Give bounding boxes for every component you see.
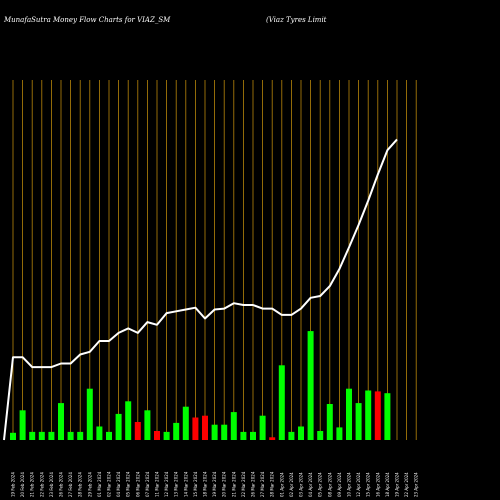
money-flow-bar [115, 413, 122, 440]
x-tick-label: 20 Feb 2024 [20, 472, 25, 497]
money-flow-bar [202, 415, 208, 440]
x-tick-label: 21 Mar 2024 [231, 471, 236, 497]
x-tick-label: 15 Mar 2024 [193, 471, 198, 497]
money-flow-bar [384, 393, 391, 440]
x-tick-label: 12 Apr 2024 [356, 472, 361, 497]
money-flow-bar [336, 427, 343, 440]
money-flow-bar [288, 431, 295, 440]
x-tick-label: 28 Feb 2024 [78, 472, 83, 497]
x-tick-label: 18 Mar 2024 [203, 471, 208, 497]
x-tick-label: 21 Feb 2024 [30, 472, 35, 497]
money-flow-bar [173, 422, 180, 440]
money-flow-bar [240, 431, 247, 440]
x-tick-label: 16 Apr 2024 [375, 472, 380, 497]
x-tick-label: 22 Apr 2024 [404, 472, 409, 497]
money-flow-bar [221, 424, 228, 440]
chart-title: MunafaSutra Money Flow Charts for VIAZ_S… [3, 16, 171, 24]
money-flow-bar [278, 365, 285, 440]
x-tick-label: 05 Mar 2024 [126, 471, 131, 497]
x-tick-label: 29 Feb 2024 [87, 472, 92, 497]
money-flow-bar [10, 432, 16, 440]
money-flow-bar [67, 431, 74, 440]
x-tick-label: 04 Apr 2024 [308, 472, 313, 497]
x-tick-label: 11 Mar 2024 [155, 471, 160, 497]
money-flow-bar [259, 415, 266, 440]
x-tick-label: 27 Mar 2024 [260, 471, 265, 497]
x-tick-label: 12 Mar 2024 [164, 471, 169, 497]
money-flow-bar [86, 388, 93, 440]
money-flow-bar [48, 431, 55, 440]
x-tick-label: 02 Mar 2024 [107, 471, 112, 497]
money-flow-bar [58, 403, 64, 440]
x-axis-tick-labels: 19 Feb 2024 20 Feb 2024 21 Feb 2024 22 Feb … [11, 471, 419, 497]
money-flow-bar [144, 410, 151, 440]
x-tick-label: 04 Mar 2024 [116, 471, 121, 497]
x-tick-label: 26 Feb 2024 [59, 472, 64, 497]
money-flow-bar [29, 431, 36, 440]
vertical-grid [12, 80, 417, 440]
x-tick-label: 28 Mar 2024 [270, 471, 275, 497]
x-tick-label: 10 Apr 2024 [347, 472, 352, 497]
money-flow-bar [38, 431, 45, 440]
x-tick-label: 26 Mar 2024 [251, 471, 256, 497]
x-tick-label: 13 Mar 2024 [174, 471, 179, 497]
money-flow-bar [77, 431, 84, 440]
x-tick-label: 22 Feb 2024 [39, 472, 44, 497]
x-tick-label: 02 Apr 2024 [289, 472, 294, 497]
x-tick-label: 19 Feb 2024 [11, 472, 16, 497]
price-line-layer [3, 138, 398, 441]
money-flow-bars [10, 331, 391, 440]
x-tick-label: 14 Mar 2024 [183, 471, 188, 497]
money-flow-bar [96, 426, 103, 440]
money-flow-bar [182, 406, 189, 440]
company-name: (Viaz Tyres Limit [266, 16, 327, 24]
x-tick-label: 07 Mar 2024 [145, 471, 150, 497]
x-tick-label: 22 Mar 2024 [241, 471, 246, 497]
x-tick-label: 15 Apr 2024 [366, 472, 371, 497]
money-flow-bar [346, 388, 352, 440]
x-tick-label: 19 Mar 2024 [212, 471, 217, 497]
x-tick-label: 06 Mar 2024 [135, 471, 140, 497]
money-flow-bar [154, 431, 160, 440]
x-tick-label: 23 Feb 2024 [49, 472, 54, 497]
money-flow-bar [269, 437, 276, 440]
money-flow-bar [192, 417, 199, 440]
money-flow-bar [19, 410, 26, 440]
money-flow-bar [230, 412, 237, 440]
money-flow-bar [355, 403, 362, 440]
x-tick-label: 01 Apr 2024 [279, 472, 284, 497]
money-flow-bar [374, 391, 381, 440]
money-flow-bar [326, 404, 333, 440]
money-flow-bar [317, 431, 324, 440]
x-tick-label: 18 Apr 2024 [385, 472, 390, 497]
x-tick-label: 20 Mar 2024 [222, 471, 227, 497]
x-tick-label: 23 Apr 2024 [414, 472, 419, 497]
money-flow-bar [250, 431, 256, 440]
money-flow-bar [307, 331, 314, 440]
x-tick-label: 08 Apr 2024 [327, 472, 332, 497]
money-flow-bar [298, 426, 304, 440]
money-flow-bar [163, 431, 170, 440]
money-flow-bar [125, 401, 132, 440]
x-tick-label: 05 Apr 2024 [318, 472, 323, 497]
x-tick-label: 09 Apr 2024 [337, 472, 342, 497]
x-tick-label: 03 Apr 2024 [299, 472, 304, 497]
price-line [3, 138, 398, 441]
x-tick-label: 19 Apr 2024 [395, 472, 400, 497]
money-flow-bar [106, 431, 112, 440]
money-flow-bar [211, 424, 218, 440]
x-tick-label: 01 Mar 2024 [97, 471, 102, 497]
money-flow-bar [134, 422, 141, 440]
money-flow-bar [365, 390, 372, 440]
x-tick-label: 27 Feb 2024 [68, 472, 73, 497]
